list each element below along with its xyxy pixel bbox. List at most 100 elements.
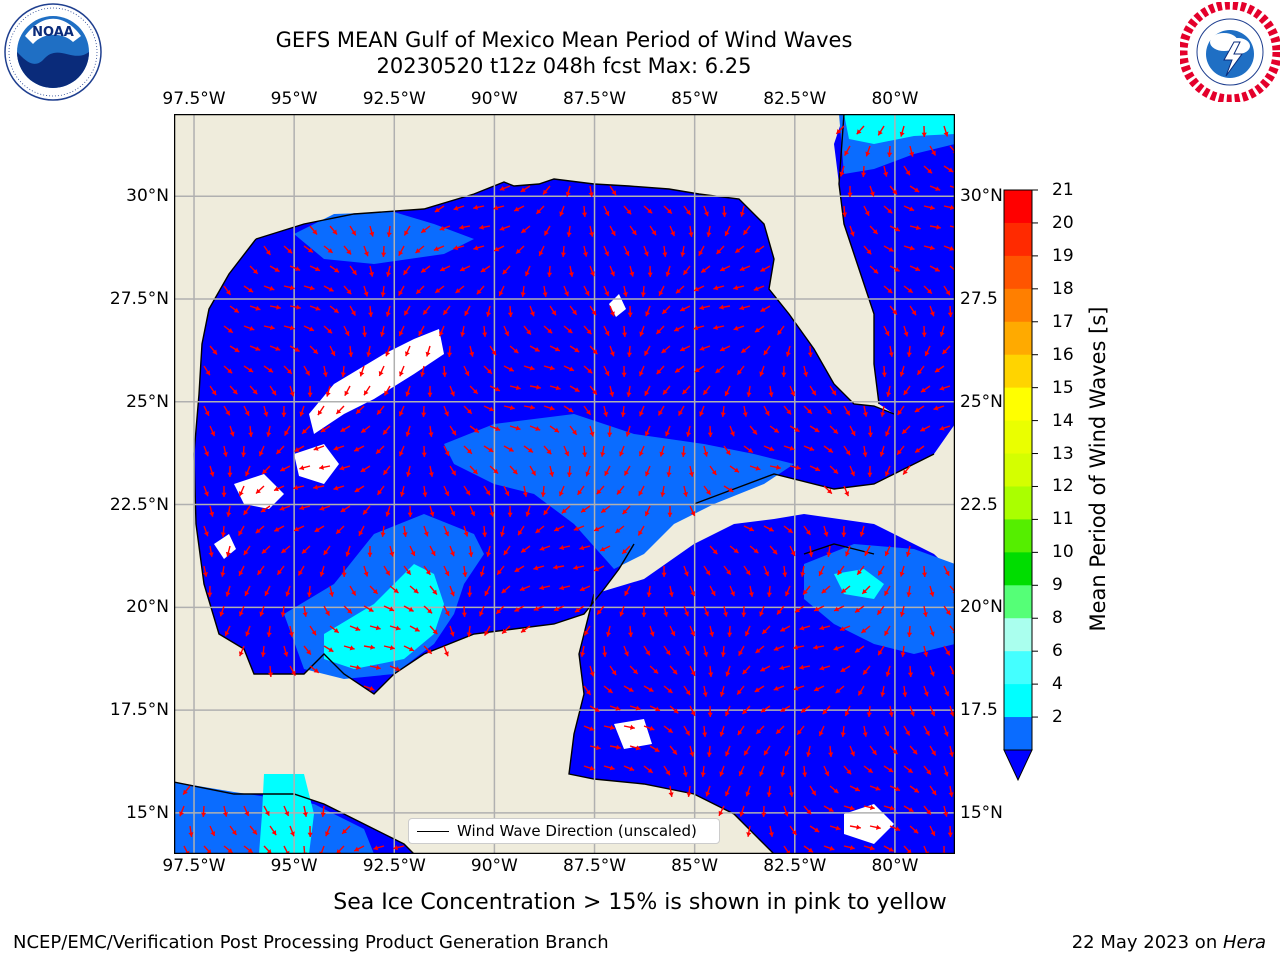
wind-wave-arrow-head	[655, 706, 660, 712]
wind-wave-arrow-head	[535, 426, 541, 431]
wind-wave-arrow-head	[776, 728, 782, 734]
wind-wave-arrow-head	[895, 786, 900, 792]
noaa-logo: NOAA	[4, 3, 102, 101]
wind-wave-arrow-head	[604, 370, 610, 376]
wind-wave-arrow-head	[921, 132, 927, 137]
colorbar-segment	[1004, 222, 1032, 257]
wind-wave-arrow-head	[694, 286, 699, 292]
wind-wave-arrow-head	[929, 671, 935, 677]
wind-wave-arrow-head	[694, 367, 700, 373]
wind-wave-arrow-head	[325, 831, 330, 837]
wind-wave-arrow-head	[355, 626, 361, 631]
wind-wave-arrow-head	[725, 450, 731, 455]
wind-wave-arrow-head	[639, 331, 645, 337]
lat-tick-right: 20°N	[960, 597, 1003, 618]
wind-wave-arrow-head	[723, 612, 728, 617]
wind-wave-arrow-head	[207, 592, 213, 597]
wind-wave-arrow-head	[261, 548, 267, 554]
wind-wave-arrow-head	[638, 490, 644, 496]
wind-wave-arrow-head	[244, 410, 250, 416]
wind-wave-arrow-head	[386, 232, 392, 237]
wind-wave-arrow-head	[739, 811, 745, 817]
wind-wave-arrow-head	[703, 651, 709, 657]
wind-wave-arrow-head	[514, 206, 520, 212]
wind-wave-arrow-head	[929, 205, 935, 211]
wind-wave-arrow-head	[885, 471, 890, 477]
wind-wave-arrow-head	[744, 750, 749, 756]
wind-wave-arrow-head	[521, 228, 527, 233]
wind-wave-arrow-head	[646, 592, 652, 597]
wind-wave-arrow-head	[427, 608, 433, 614]
wind-wave-arrow-head	[926, 769, 931, 775]
wind-wave-arrow-head	[875, 786, 881, 791]
wind-wave-arrow-head	[370, 644, 375, 650]
wind-wave-arrow-head	[682, 772, 688, 777]
lon-tick-bottom: 90°W	[470, 856, 518, 876]
wind-wave-arrow-head	[719, 691, 725, 697]
colorbar-label: 20	[1052, 212, 1074, 233]
wind-wave-arrow-head	[369, 231, 375, 237]
colorbar-segment	[1004, 387, 1032, 422]
wind-wave-arrow-head	[377, 489, 383, 495]
wind-wave-arrow-head	[780, 626, 786, 632]
wind-wave-arrow-head	[628, 687, 634, 692]
wind-wave-arrow-head	[407, 512, 413, 517]
wind-wave-arrow-head	[559, 211, 565, 217]
colorbar-label: 4	[1052, 674, 1063, 695]
lon-tick-bottom: 95°W	[270, 856, 318, 876]
wind-wave-arrow-head	[745, 791, 751, 797]
wind-wave-arrow-head	[649, 725, 655, 731]
wind-wave-arrow-head	[884, 330, 890, 336]
wind-wave-arrow-head	[690, 591, 695, 597]
wind-wave-arrow-head	[363, 291, 369, 297]
wind-wave-arrow-head	[734, 467, 739, 473]
wind-wave-arrow-head	[845, 551, 850, 557]
wind-wave-arrow-head	[255, 305, 261, 311]
wind-wave-arrow-head	[204, 410, 210, 416]
wind-wave-arrow-head	[615, 705, 621, 711]
wind-wave-arrow-head	[311, 630, 316, 636]
wind-wave-arrow-head	[567, 328, 573, 334]
wind-wave-arrow-head	[884, 731, 890, 737]
wind-wave-arrow-head	[936, 224, 941, 230]
wind-wave-arrow-head	[290, 831, 295, 837]
wind-wave-arrow-head	[801, 707, 806, 713]
wind-wave-arrow-head	[839, 171, 845, 177]
colorbar-label: 10	[1052, 542, 1074, 563]
wind-wave-arrow-head	[429, 511, 435, 517]
wind-wave-arrow-head	[826, 409, 832, 415]
wind-wave-arrow-head	[594, 526, 600, 532]
wind-wave-arrow-head	[568, 407, 574, 412]
wind-wave-arrow-head	[243, 510, 249, 515]
wind-wave-arrow-head	[707, 712, 713, 717]
wind-wave-arrow-head	[368, 312, 374, 317]
sea-ice-note: Sea Ice Concentration > 15% is shown in …	[333, 890, 947, 915]
lon-tick-bottom: 97.5°W	[162, 856, 226, 876]
wind-wave-arrow-head	[854, 786, 860, 792]
wind-wave-arrow-head	[753, 286, 759, 291]
wind-wave-arrow-head	[289, 285, 295, 291]
wind-wave-arrow-head	[733, 325, 739, 331]
wind-wave-arrow-head	[745, 631, 750, 637]
wind-wave-arrow-head	[243, 550, 249, 556]
wind-wave-arrow-head	[269, 285, 275, 291]
wind-wave-arrow-head	[489, 406, 494, 412]
wind-wave-arrow-head	[307, 832, 313, 837]
wind-wave-arrow-head	[611, 670, 617, 676]
wind-wave-arrow-head	[600, 546, 606, 552]
wind-wave-arrow-head	[263, 411, 269, 417]
wind-wave-arrow-head	[489, 511, 495, 517]
wind-wave-arrow-head	[739, 305, 745, 311]
wind-wave-arrow-head	[629, 766, 635, 771]
wind-wave-arrow-head	[707, 432, 713, 437]
wind-wave-arrow-head	[920, 426, 926, 432]
wind-wave-arrow-head	[915, 225, 921, 231]
wind-wave-arrow-head	[354, 487, 360, 492]
wind-wave-arrow-head	[594, 566, 599, 572]
wind-wave-arrow-head	[756, 729, 762, 734]
wind-wave-arrow-head	[907, 768, 913, 773]
lon-tick-bottom: 82.5°W	[763, 856, 827, 876]
wind-wave-arrow-head	[450, 591, 455, 597]
wind-wave-arrow-head	[275, 346, 281, 351]
wind-wave-arrow-head	[322, 372, 328, 377]
